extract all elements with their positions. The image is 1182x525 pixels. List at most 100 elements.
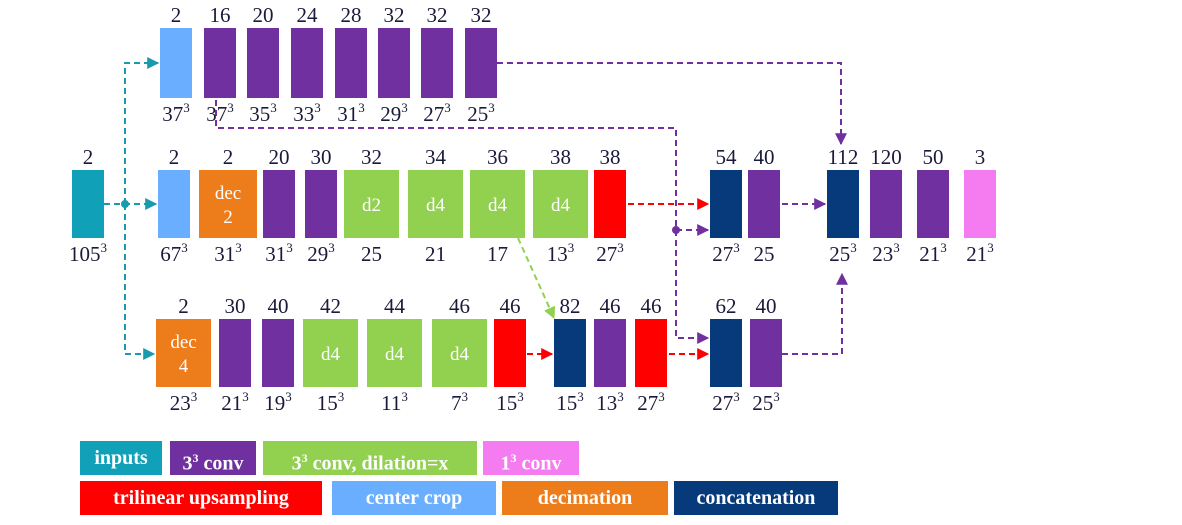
block-rect [748,170,780,238]
network-diagram: 2373163732035324333283133229332273322532… [69,3,996,415]
layer-block-decimation: 2 233 dec 4 [156,294,211,415]
layer-block-crop: 2 673 [158,145,190,266]
spatial-size: 153 [556,389,584,415]
spatial-size: 273 [423,100,451,126]
channel-count: 46 [500,294,521,318]
spatial-size: 133 [547,240,575,266]
spatial-size: 73 [451,389,468,415]
layer-block-conv3: 40 25 [748,145,780,266]
spatial-size: 253 [829,240,857,266]
block-rect [291,28,323,98]
block-rect [72,170,104,238]
spatial-size: 353 [249,100,277,126]
channel-count: 2 [83,145,94,169]
channel-count: 82 [560,294,581,318]
layer-block-conv3: 32 293 [378,3,410,126]
spatial-size: 333 [293,100,321,126]
channel-count: 2 [169,145,180,169]
block-rect [199,170,257,238]
channel-count: 42 [320,294,341,318]
layer-block-decimation: 2 313 dec 2 [199,145,257,266]
spatial-size: 273 [596,240,624,266]
block-rect [367,319,422,387]
block-inner-label: d4 [450,344,470,365]
channel-count: 32 [471,3,492,27]
block-rect [219,319,251,387]
spatial-size: 293 [380,100,408,126]
layer-block-conv3: 30 293 [305,145,337,266]
spatial-size: 293 [307,240,335,266]
layer-block-dilated: 32 25 d2 [344,145,399,266]
layer-block-upsampling: 46 273 [635,294,667,415]
legend-item-conv3: 33 conv [170,441,256,475]
block-rect [964,170,996,238]
block-rect [710,170,742,238]
layer-block-conv3: 120 233 [870,145,902,266]
channel-count: 46 [600,294,621,318]
spatial-size: 25 [754,242,775,266]
spatial-size: 273 [637,389,665,415]
channel-count: 32 [427,3,448,27]
bottom-to-concat-arrow [782,272,848,355]
layer-block-upsampling: 46 153 [494,294,526,415]
block-rect [204,28,236,98]
layer-block-dilated: 36 17 d4 [470,145,525,266]
block-rect [263,170,295,238]
channel-count: 32 [384,3,405,27]
layer-block-conv3: 32 253 [465,3,497,126]
channel-count: 38 [550,145,571,169]
layer-block-dilated: 44 113 d4 [367,294,422,415]
layer-block-dilated: 38 133 d4 [533,145,588,266]
spatial-size: 273 [712,389,740,415]
block-inner-label: d4 [551,195,571,216]
layer-block-concat: 82 153 [554,294,586,415]
channel-count: 50 [923,145,944,169]
channel-count: 24 [297,3,319,27]
channel-count: 36 [487,145,508,169]
block-rect [870,170,902,238]
layer-block-concat: 62 273 [710,294,742,415]
spatial-size: 233 [872,240,900,266]
channel-count: 112 [828,145,859,169]
channel-count: 38 [600,145,621,169]
layer-block-upsampling: 38 273 [594,145,626,266]
layer-block-conv3: 40 193 [262,294,294,415]
spatial-size: 213 [919,240,947,266]
branch-dot [121,200,129,208]
spatial-size: 21 [425,242,446,266]
channel-count: 54 [716,145,738,169]
channel-count: 34 [425,145,447,169]
channel-count: 44 [384,294,406,318]
layer-block-conv3: 46 133 [594,294,626,415]
channel-count: 40 [268,294,289,318]
legend-item-inputs: inputs [80,441,162,475]
legend-item-decimation: decimation [502,481,668,515]
spatial-size: 273 [712,240,740,266]
spatial-size: 373 [206,100,234,126]
spatial-size: 313 [214,240,242,266]
layer-block-dilated: 42 153 d4 [303,294,358,415]
channel-count: 20 [269,145,290,169]
spatial-size: 213 [966,240,994,266]
block-rect [408,170,463,238]
block-inner-label: d4 [426,195,446,216]
channel-count: 46 [449,294,470,318]
connector-arrows [104,57,848,360]
layer-block-conv1: 3 213 [964,145,996,266]
layer-block-crop: 2 373 [160,3,192,126]
spatial-size: 253 [752,389,780,415]
block-rect [827,170,859,238]
spatial-size: 313 [265,240,293,266]
block-inner-label: dec [215,183,241,204]
block-rect [335,28,367,98]
block-rect [594,319,626,387]
layer-blocks: 2373163732035324333283133229332273322532… [69,3,996,415]
block-rect [554,319,586,387]
legend-item-conv1: 13 conv [483,441,579,475]
block-inner-label: 2 [223,207,233,228]
layer-block-concat: 112 253 [827,145,859,266]
block-rect [470,170,525,238]
channel-count: 20 [253,3,274,27]
block-rect [594,170,626,238]
spatial-size: 133 [596,389,624,415]
